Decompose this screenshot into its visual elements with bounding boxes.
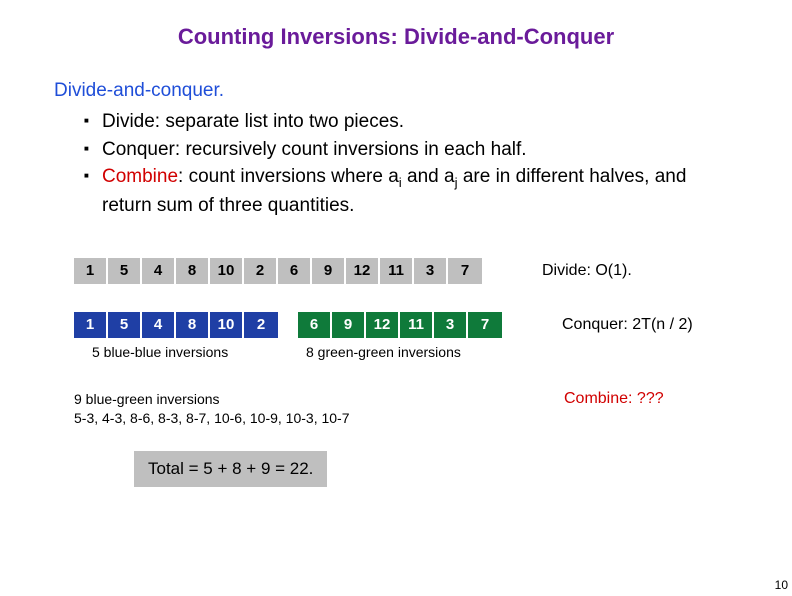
array-cell: 7 — [448, 258, 482, 284]
combine-label: Combine: ??? — [564, 390, 664, 428]
array-cell: 11 — [380, 258, 414, 284]
blue-green-title: 9 blue-green inversions — [74, 390, 504, 409]
blue-caption: 5 blue-blue inversions — [92, 344, 306, 360]
conquer-label: Conquer: 2T(n / 2) — [562, 316, 693, 334]
bullet-divide: Divide: separate list into two pieces. — [84, 108, 738, 136]
full-array: 154810269121137 — [74, 258, 482, 284]
blue-green-block: 9 blue-green inversions 5-3, 4-3, 8-6, 8… — [74, 390, 504, 428]
bullet-divide-text: Divide: separate list into two pieces. — [102, 111, 404, 132]
bullet-list: Divide: separate list into two pieces. C… — [54, 108, 738, 220]
array-cell: 9 — [312, 258, 346, 284]
arrays-area: 154810269121137 Divide: O(1). 1548102 69… — [54, 258, 738, 488]
array-cell: 1 — [74, 258, 108, 284]
slide-body: Divide-and-conquer. Divide: separate lis… — [0, 50, 792, 487]
total-text: Total = 5 + 8 + 9 = 22. — [148, 459, 313, 478]
array-cell: 12 — [346, 258, 380, 284]
combine-word: Combine — [102, 166, 178, 187]
array-cell: 6 — [278, 258, 312, 284]
bullet-combine: Combine: count inversions where ai and a… — [84, 163, 738, 220]
blue-green-list: 5-3, 4-3, 8-6, 8-3, 8-7, 10-6, 10-9, 10-… — [74, 409, 504, 428]
array-cell: 1 — [74, 312, 108, 338]
array-cell: 2 — [244, 258, 278, 284]
left-array: 1548102 — [74, 312, 278, 338]
array-cell: 12 — [366, 312, 400, 338]
total-box: Total = 5 + 8 + 9 = 22. — [134, 451, 327, 487]
array-cell: 10 — [210, 312, 244, 338]
array-cell: 4 — [142, 312, 176, 338]
section-heading: Divide-and-conquer. — [54, 80, 738, 102]
page-number: 10 — [775, 578, 788, 592]
section-heading-text: Divide-and-conquer. — [54, 80, 224, 101]
title-text: Counting Inversions: Divide-and-Conquer — [178, 24, 614, 49]
array-cell: 9 — [332, 312, 366, 338]
split-array-row: 1548102 69121137 Conquer: 2T(n / 2) — [74, 312, 738, 338]
divide-label: Divide: O(1). — [542, 262, 632, 280]
array-cell: 8 — [176, 258, 210, 284]
full-array-row: 154810269121137 Divide: O(1). — [74, 258, 738, 284]
array-cell: 2 — [244, 312, 278, 338]
right-array: 69121137 — [298, 312, 502, 338]
combine-mid1: : count inversions where a — [178, 166, 399, 187]
blue-green-row: 9 blue-green inversions 5-3, 4-3, 8-6, 8… — [74, 390, 738, 428]
array-cell: 11 — [400, 312, 434, 338]
bullet-conquer: Conquer: recursively count inversions in… — [84, 136, 738, 164]
array-cell: 5 — [108, 312, 142, 338]
slide-title: Counting Inversions: Divide-and-Conquer — [0, 0, 792, 50]
green-caption: 8 green-green inversions — [306, 344, 461, 360]
array-cell: 10 — [210, 258, 244, 284]
array-cell: 6 — [298, 312, 332, 338]
array-cell: 4 — [142, 258, 176, 284]
bullet-conquer-text: Conquer: recursively count inversions in… — [102, 139, 527, 160]
array-cell: 8 — [176, 312, 210, 338]
array-cell: 5 — [108, 258, 142, 284]
combine-mid2: and a — [402, 166, 455, 187]
array-cell: 3 — [434, 312, 468, 338]
caption-row: 5 blue-blue inversions 8 green-green inv… — [74, 344, 738, 360]
array-cell: 7 — [468, 312, 502, 338]
array-cell: 3 — [414, 258, 448, 284]
